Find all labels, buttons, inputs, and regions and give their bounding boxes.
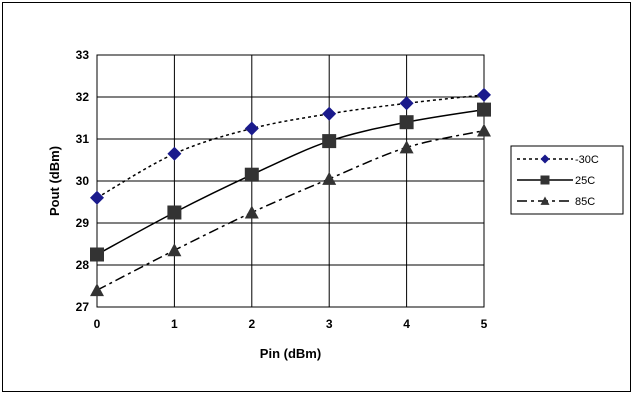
data-point-triangle xyxy=(90,283,104,297)
x-axis-title: Pin (dBm) xyxy=(260,346,321,361)
data-point-triangle xyxy=(477,123,491,137)
data-point-triangle xyxy=(399,140,414,154)
data-point-square xyxy=(90,247,104,262)
x-tick-label: 2 xyxy=(248,317,255,331)
legend-label: 25C xyxy=(575,175,595,187)
data-point-square xyxy=(322,134,337,149)
x-tick-label: 3 xyxy=(326,317,333,331)
y-tick-label: 27 xyxy=(76,300,90,314)
legend: -30C 25C 85C xyxy=(510,145,624,215)
series-line xyxy=(96,94,485,199)
y-tick-label: 33 xyxy=(76,48,90,62)
data-point-diamond xyxy=(167,146,182,161)
grid xyxy=(96,54,485,308)
data-point-triangle xyxy=(540,196,550,205)
data-point-diamond xyxy=(322,106,337,121)
plot-area xyxy=(96,54,485,308)
data-point-square xyxy=(540,175,550,185)
y-tick-label: 28 xyxy=(76,258,90,272)
data-point-diamond xyxy=(90,190,104,205)
series-line xyxy=(96,129,485,291)
y-tick-label: 31 xyxy=(76,132,90,146)
tick-labels: 0 1 2 3 4 5 27 28 29 30 31 32 33 xyxy=(76,48,488,331)
data-point-triangle xyxy=(244,205,259,219)
x-tick-label: 4 xyxy=(403,317,410,331)
data-point-triangle xyxy=(167,243,182,257)
data-point-diamond xyxy=(244,121,259,136)
x-tick-label: 5 xyxy=(481,317,488,331)
chart-svg: 0 1 2 3 4 5 27 28 29 30 31 32 33 Pin (dBm) Pout (dBm… xyxy=(47,48,624,361)
data-point-diamond xyxy=(477,87,491,102)
y-tick-label: 30 xyxy=(76,174,90,188)
series-layer xyxy=(90,87,491,297)
data-point-square xyxy=(167,205,182,220)
series-line xyxy=(96,108,485,256)
data-point-square xyxy=(399,115,414,130)
legend-label: -30C xyxy=(575,154,599,166)
x-tick-label: 0 xyxy=(94,317,101,331)
y-tick-label: 32 xyxy=(76,90,90,104)
x-tick-label: 1 xyxy=(171,317,178,331)
chart-frame: 0 1 2 3 4 5 27 28 29 30 31 32 33 Pin (dBm) Pout (dBm… xyxy=(2,2,631,392)
data-point-square xyxy=(244,167,259,182)
y-axis-title: Pout (dBm) xyxy=(47,146,62,216)
series-1 xyxy=(90,102,491,262)
series-0 xyxy=(90,87,491,205)
data-point-triangle xyxy=(322,171,337,185)
series-2 xyxy=(90,123,491,297)
y-tick-label: 29 xyxy=(76,216,90,230)
data-point-diamond xyxy=(540,154,550,164)
data-point-square xyxy=(477,102,491,117)
legend-label: 85C xyxy=(575,196,595,208)
data-point-diamond xyxy=(399,96,414,111)
